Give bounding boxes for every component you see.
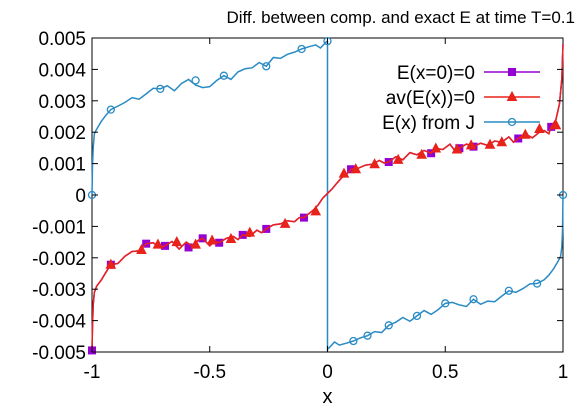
data-point-av-e bbox=[534, 122, 545, 134]
legend-marker bbox=[508, 68, 516, 76]
data-point-e-from-j bbox=[219, 71, 229, 80]
legend-label: E(x=0)=0 bbox=[397, 63, 475, 84]
data-point-e-from-j bbox=[262, 62, 271, 71]
y-tick-label: 0.005 bbox=[38, 29, 86, 50]
y-tick-label: 0 bbox=[75, 186, 86, 207]
data-point-av-e bbox=[392, 153, 404, 164]
x-axis-ticks: -1 -0.5 0 0.5 1 bbox=[84, 38, 569, 383]
data-point-av-e bbox=[105, 258, 117, 269]
y-axis-ticks: 0.005 0.004 0.003 0.002 0.001 0 -0.001 -0.002 -0… bbox=[32, 29, 563, 364]
data-point-av-e bbox=[225, 232, 237, 243]
y-tick-label: 0.001 bbox=[38, 155, 86, 176]
y-tick-label: -0.001 bbox=[32, 217, 86, 238]
y-tick-label: 0.003 bbox=[38, 92, 86, 113]
data-point-av-e bbox=[350, 163, 362, 174]
x-tick-label: -0.5 bbox=[193, 362, 226, 383]
legend: E(x=0)=0 av(E(x))=0 E(x) from J bbox=[382, 63, 540, 134]
y-tick-label: 0.004 bbox=[38, 60, 86, 81]
data-point-av-e bbox=[451, 143, 463, 154]
data-point-e-from-j bbox=[349, 336, 358, 346]
legend-marker bbox=[506, 90, 518, 101]
data-point-av-e bbox=[484, 138, 496, 149]
series-line-e-from-j bbox=[327, 194, 564, 350]
data-point-av-e bbox=[136, 243, 147, 254]
legend-label: av(E(x))=0 bbox=[386, 88, 475, 109]
data-point-av-e bbox=[369, 158, 380, 169]
data-point-e-from-j bbox=[504, 286, 513, 295]
data-point-av-e bbox=[310, 205, 322, 216]
data-point-av-e bbox=[416, 148, 428, 159]
data-point-av-e bbox=[171, 236, 183, 247]
data-point-e-from-j bbox=[469, 295, 478, 304]
data-point-av-e bbox=[206, 234, 218, 245]
data-point-av-e bbox=[550, 119, 562, 130]
y-tick-label: -0.004 bbox=[32, 312, 86, 333]
data-point-e-from-j bbox=[384, 321, 393, 330]
x-tick-label: 0.5 bbox=[432, 362, 458, 383]
data-point-e-from-j bbox=[297, 44, 306, 54]
x-tick-label: 1 bbox=[558, 362, 569, 383]
x-tick-label: 0 bbox=[322, 362, 333, 383]
data-point-av-e bbox=[152, 238, 164, 249]
data-point-av-e bbox=[338, 167, 350, 178]
y-tick-label: -0.005 bbox=[32, 343, 86, 364]
data-point-av-e bbox=[430, 142, 442, 153]
chart-title: Diff. between comp. and exact E at time … bbox=[226, 8, 575, 27]
data-point-av-e bbox=[519, 128, 531, 139]
data-point-av-e bbox=[496, 136, 508, 147]
data-point-e-from-j bbox=[532, 279, 542, 288]
y-tick-label: -0.003 bbox=[32, 280, 86, 301]
data-point-av-e bbox=[244, 226, 256, 237]
data-point-e-from-j bbox=[191, 76, 200, 85]
data-point-e-from-j bbox=[156, 84, 165, 94]
data-point-av-e bbox=[279, 217, 291, 228]
data-point-av-e bbox=[190, 238, 201, 249]
data-point-av-e bbox=[465, 139, 477, 150]
x-axis-label: x bbox=[323, 386, 333, 408]
data-point-e-from-j bbox=[441, 299, 450, 308]
x-tick-label: -1 bbox=[84, 362, 101, 383]
legend-label: E(x) from J bbox=[382, 113, 475, 134]
data-point-e-from-j bbox=[106, 105, 115, 114]
legend-marker bbox=[507, 117, 517, 127]
series-line-e-from-j bbox=[91, 40, 328, 196]
data-point-e-from-j bbox=[412, 311, 422, 321]
y-tick-label: 0.002 bbox=[38, 123, 86, 144]
plot-area bbox=[87, 36, 568, 355]
data-point-e-from-j bbox=[363, 331, 372, 340]
y-tick-label: -0.002 bbox=[32, 249, 86, 270]
